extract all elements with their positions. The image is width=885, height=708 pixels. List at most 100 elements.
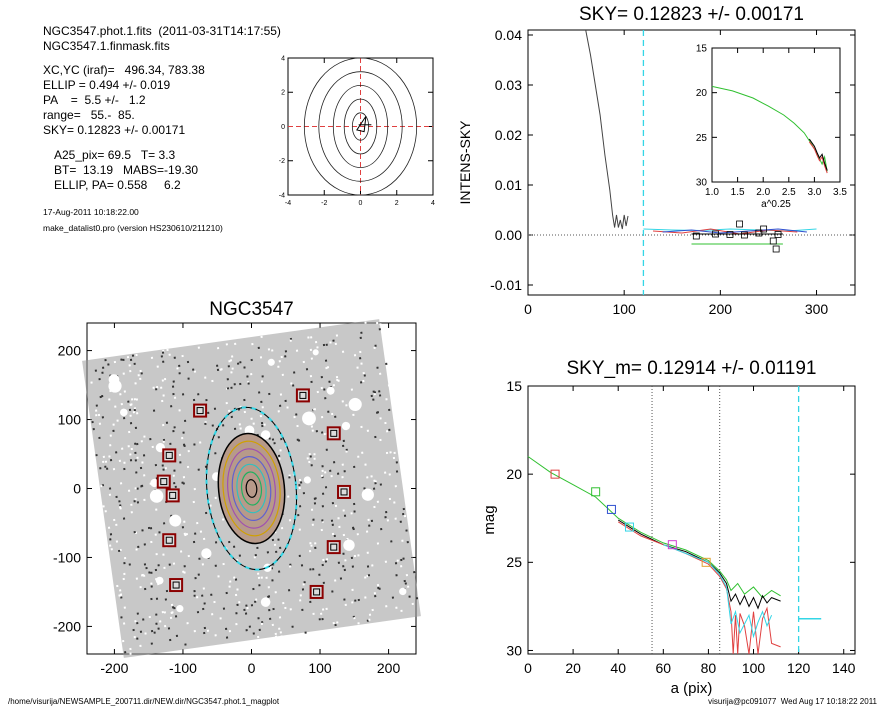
image-noise-dot bbox=[343, 514, 347, 517]
image-noise-dot bbox=[131, 354, 135, 357]
image-ytick-label: -100 bbox=[53, 549, 81, 565]
image-noise-dot bbox=[225, 343, 228, 346]
image-noise-dot bbox=[139, 630, 143, 633]
image-noise-dot bbox=[173, 426, 176, 429]
image-noise-dot bbox=[354, 599, 357, 602]
image-noise-dot bbox=[209, 504, 212, 507]
mask-file-line: NGC3547.1.finmask.fits bbox=[43, 39, 170, 53]
image-noise-dot bbox=[98, 378, 101, 381]
image-noise-dot bbox=[333, 534, 336, 538]
image-noise-dot bbox=[288, 519, 292, 522]
image-noise-dot bbox=[395, 574, 398, 577]
image-noise-dot bbox=[199, 530, 203, 533]
image-noise-dot bbox=[231, 355, 234, 358]
image-noise-dot bbox=[325, 448, 328, 451]
image-noise-dot bbox=[129, 453, 132, 456]
mag-xtick-label: 40 bbox=[610, 660, 626, 676]
image-noise-dot bbox=[170, 405, 173, 408]
image-noise-dot bbox=[257, 576, 261, 579]
image-noise-dot bbox=[236, 588, 239, 591]
image-noise-dot bbox=[263, 423, 266, 426]
image-noise-dot bbox=[364, 576, 367, 579]
image-noise-dot bbox=[205, 398, 208, 402]
image-masked-star bbox=[150, 478, 159, 488]
image-noise-dot bbox=[403, 514, 407, 518]
image-noise-dot bbox=[133, 362, 136, 365]
image-noise-dot bbox=[143, 574, 146, 577]
image-noise-dot bbox=[298, 483, 301, 487]
intensity-ylabel: INTENS-SKY bbox=[457, 120, 473, 205]
sky-box bbox=[169, 578, 184, 593]
contour-xtick-label: 0 bbox=[359, 200, 363, 207]
image-noise-dot bbox=[141, 529, 144, 532]
image-noise-dot bbox=[384, 516, 387, 519]
image-noise-dot bbox=[384, 421, 387, 425]
mag-ytick-label: 20 bbox=[506, 466, 522, 482]
image-noise-dot bbox=[337, 472, 340, 475]
image-noise-dot bbox=[301, 608, 304, 612]
sky-box-inner bbox=[165, 536, 173, 544]
image-masked-star bbox=[149, 489, 164, 503]
image-noise-dot bbox=[342, 444, 345, 448]
image-noise-dot bbox=[128, 364, 131, 367]
image-noise-dot bbox=[235, 612, 238, 615]
image-noise-dot bbox=[341, 463, 344, 466]
image-noise-dot bbox=[321, 563, 324, 567]
image-noise-dot bbox=[210, 593, 213, 596]
image-noise-dot bbox=[98, 422, 102, 425]
image-noise-dot bbox=[132, 628, 135, 632]
program-line: make_datalist0.pro (version HS230610/211… bbox=[43, 223, 223, 233]
sky-box bbox=[165, 488, 180, 503]
inset-ytick-label: 20 bbox=[696, 88, 708, 99]
image-noise-dot bbox=[350, 556, 354, 559]
image-noise-dot bbox=[226, 378, 229, 381]
image-noise-dot bbox=[321, 519, 324, 522]
bt-line: BT= 13.19 MABS=-19.30 bbox=[54, 163, 199, 177]
image-noise-dot bbox=[320, 416, 324, 419]
sky-box-inner bbox=[340, 488, 348, 496]
image-noise-dot bbox=[314, 542, 317, 545]
image-noise-dot bbox=[356, 366, 359, 369]
image-noise-dot bbox=[144, 632, 147, 635]
image-noise-dot bbox=[201, 594, 204, 597]
image-noise-dot bbox=[172, 392, 175, 396]
image-noise-dot bbox=[127, 400, 130, 403]
image-noise-dot bbox=[265, 576, 268, 579]
image-noise-dot bbox=[173, 469, 176, 472]
image-noise-dot bbox=[290, 382, 293, 385]
image-noise-dot bbox=[238, 554, 241, 557]
mag-ylabel: mag bbox=[481, 505, 498, 534]
image-noise-dot bbox=[325, 607, 328, 611]
image-noise-dot bbox=[239, 361, 242, 364]
image-noise-dot bbox=[353, 554, 357, 558]
image-noise-dot bbox=[304, 631, 307, 634]
intensity-box-marker bbox=[740, 231, 748, 239]
galaxy-isophote bbox=[222, 440, 281, 537]
image-noise-dot bbox=[308, 549, 312, 553]
image-noise-dot bbox=[331, 532, 335, 536]
image-noise-dot bbox=[193, 629, 196, 633]
image-noise-dot bbox=[266, 551, 269, 554]
image-noise-dot bbox=[271, 538, 275, 542]
image-noise-dot bbox=[323, 432, 326, 436]
image-noise-dot bbox=[155, 622, 158, 625]
image-noise-dot bbox=[150, 540, 153, 544]
image-noise-dot bbox=[169, 638, 172, 642]
image-noise-dot bbox=[295, 349, 299, 352]
image-noise-dot bbox=[368, 618, 371, 621]
image-noise-dot bbox=[411, 602, 414, 606]
intensity-frame bbox=[527, 29, 856, 296]
image-noise-dot bbox=[186, 465, 190, 469]
image-noise-dot bbox=[92, 427, 95, 431]
image-noise-dot bbox=[145, 566, 148, 570]
mag-series-1 bbox=[617, 519, 781, 610]
image-noise-dot bbox=[194, 532, 197, 535]
image-noise-dot bbox=[332, 384, 335, 387]
image-noise-dot bbox=[260, 421, 264, 425]
image-noise-dot bbox=[182, 570, 185, 573]
image-noise-dot bbox=[128, 408, 132, 412]
image-noise-dot bbox=[258, 584, 261, 587]
contour-ytick-label: 4 bbox=[281, 55, 285, 62]
image-noise-dot bbox=[183, 565, 186, 568]
image-noise-dot bbox=[159, 620, 162, 623]
